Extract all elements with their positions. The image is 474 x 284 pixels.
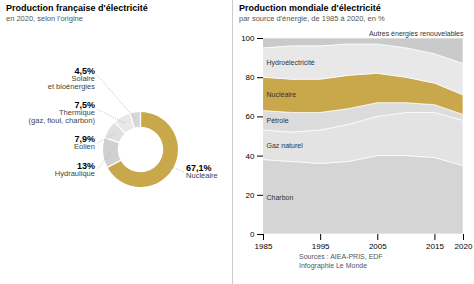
svg-text:Pétrole: Pétrole: [267, 117, 289, 124]
svg-text:1985: 1985: [255, 242, 273, 251]
svg-text:Hydroélectricité: Hydroélectricité: [267, 59, 315, 67]
svg-text:40: 40: [246, 152, 255, 161]
html-text:Production mondiale d'électric: Production mondiale d'électricité: [239, 3, 381, 13]
svg-text:Solaireet bioénergies: Solaireet bioénergies: [48, 74, 95, 90]
svg-text:2015: 2015: [426, 242, 444, 251]
svg-text:Nucléaire: Nucléaire: [186, 171, 218, 180]
svg-text:1995: 1995: [312, 242, 330, 251]
svg-text:Autres énergies renouvelables: Autres énergies renouvelables: [369, 30, 464, 38]
svg-text:Hydraulique: Hydraulique: [55, 169, 95, 178]
svg-text:Thermique(gaz, fioul, charbon): Thermique(gaz, fioul, charbon): [29, 108, 96, 125]
svg-text:7,5%: 7,5%: [74, 100, 95, 111]
html-text:Production française d'électri: Production française d'électricité: [6, 3, 148, 13]
svg-text:2020: 2020: [455, 242, 473, 251]
svg-text:20: 20: [246, 191, 255, 200]
svg-text:Charbon: Charbon: [267, 194, 294, 201]
svg-text:100: 100: [241, 34, 255, 43]
html-text:en 2020, selon l'origine: en 2020, selon l'origine: [6, 14, 83, 23]
html-text:par source d'énergie, de 1985: par source d'énergie, de 1985 à 2020, en…: [239, 14, 385, 23]
svg-text:Eolien: Eolien: [74, 142, 95, 151]
svg-text:Gaz naturel: Gaz naturel: [267, 142, 304, 149]
svg-text:4,5%: 4,5%: [74, 66, 95, 77]
html-text:Infographie Le Monde: Infographie Le Monde: [299, 262, 368, 269]
svg-text:13%: 13%: [76, 160, 95, 171]
svg-text:7,9%: 7,9%: [74, 134, 95, 145]
svg-text:Nucléaire: Nucléaire: [267, 91, 297, 98]
svg-text:60: 60: [246, 112, 255, 121]
svg-text:67,1%: 67,1%: [186, 162, 212, 173]
html-text:Sources : AIEA-PRIS, EDF: Sources : AIEA-PRIS, EDF: [299, 253, 383, 260]
svg-text:80: 80: [246, 73, 255, 82]
svg-text:2005: 2005: [369, 242, 387, 251]
svg-text:0: 0: [250, 230, 255, 239]
